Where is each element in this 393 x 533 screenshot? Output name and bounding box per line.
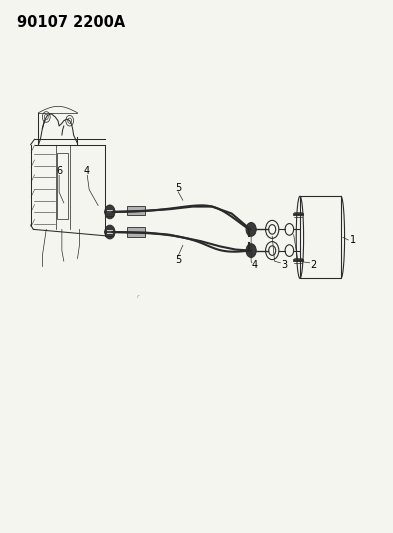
Text: 4: 4: [252, 260, 258, 270]
Text: 1: 1: [349, 235, 356, 245]
Circle shape: [246, 244, 256, 257]
Bar: [300, 196, 341, 278]
Circle shape: [105, 205, 115, 219]
Text: 4: 4: [83, 166, 90, 176]
Bar: [107, 211, 113, 214]
Text: 6: 6: [56, 166, 62, 176]
Bar: [127, 227, 145, 237]
Text: 5: 5: [175, 255, 181, 265]
Text: 5: 5: [175, 183, 181, 193]
Bar: [127, 206, 145, 215]
Circle shape: [246, 222, 256, 236]
Text: 2: 2: [310, 260, 317, 270]
Bar: [57, 152, 68, 219]
Text: 90107 2200A: 90107 2200A: [17, 14, 125, 30]
Text: r: r: [137, 294, 139, 299]
Bar: [107, 230, 113, 233]
Text: 3: 3: [281, 260, 287, 270]
Circle shape: [105, 225, 115, 239]
